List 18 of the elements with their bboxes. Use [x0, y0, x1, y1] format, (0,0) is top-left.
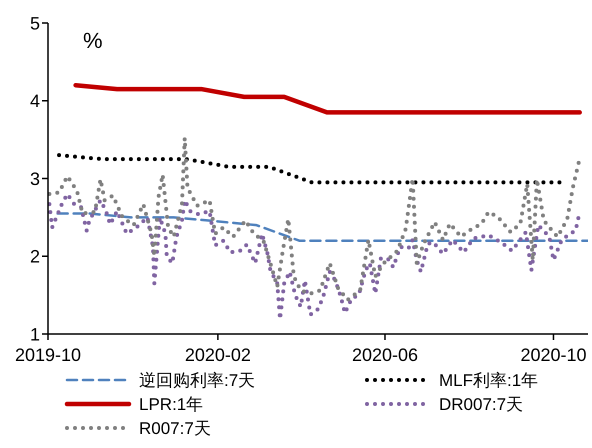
line-series [73, 82, 582, 115]
x-tick-label: 2019-10 [14, 344, 82, 365]
x-tick-label: 2020-06 [352, 344, 418, 365]
legend-label: DR007:7天 [439, 394, 524, 416]
x-tick-label: 2020-10 [520, 344, 587, 365]
y-tick-label: 3 [30, 168, 40, 189]
legend-label: LPR:1年 [139, 394, 204, 416]
y-tick-label: 1 [30, 324, 40, 344]
y-tick-label: 5 [30, 13, 40, 34]
line-series [56, 212, 588, 242]
y-tick-label: 4 [30, 91, 40, 112]
y-axis-title: % [83, 28, 103, 54]
x-tick-label: 2020-02 [184, 344, 251, 365]
legend-label: 逆回购利率:7天 [139, 370, 256, 392]
y-tick-label: 2 [30, 246, 40, 267]
legend-label: MLF利率:1年 [439, 370, 538, 392]
legend-label: R007:7天 [139, 418, 211, 440]
line-series [48, 136, 582, 302]
